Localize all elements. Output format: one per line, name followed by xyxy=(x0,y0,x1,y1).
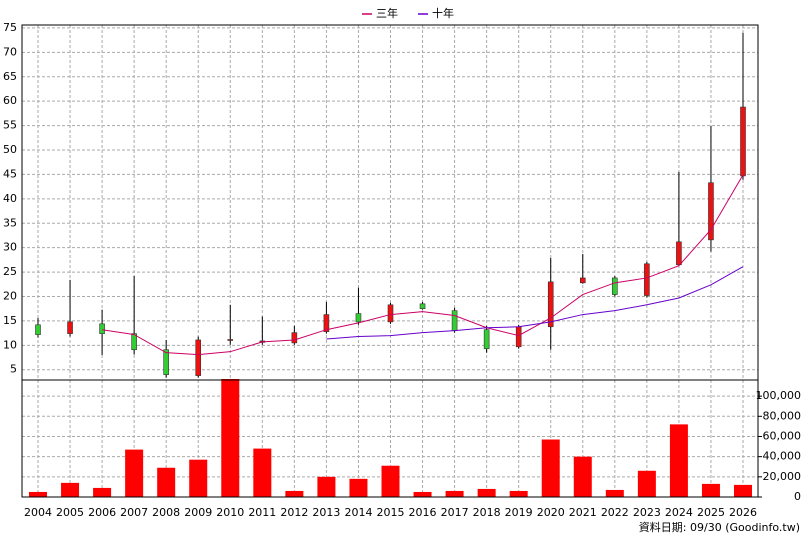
candle-body xyxy=(99,323,105,334)
volume-bar xyxy=(157,467,176,497)
volume-bar xyxy=(253,448,272,497)
x-tick-label: 2021 xyxy=(569,506,597,519)
volume-bar xyxy=(93,487,112,497)
y-tick-label: 35 xyxy=(3,216,17,229)
volume-bar xyxy=(189,459,208,497)
volume-bar xyxy=(381,465,400,497)
candle-body xyxy=(67,321,73,334)
x-tick-label: 2012 xyxy=(280,506,308,519)
x-tick-label: 2022 xyxy=(601,506,629,519)
y2-tick-label: 0 xyxy=(794,490,801,503)
volume-bar xyxy=(29,491,47,497)
x-tick-label: 2010 xyxy=(216,506,244,519)
y2-tick-label: 100,000 xyxy=(756,389,802,402)
x-tick-label: 2018 xyxy=(473,506,501,519)
y-tick-label: 55 xyxy=(3,119,17,132)
y-tick-label: 10 xyxy=(3,338,17,351)
candle-body xyxy=(547,281,554,328)
x-tick-label: 2024 xyxy=(665,506,693,519)
y-tick-label: 60 xyxy=(3,94,17,107)
volume-bar xyxy=(125,449,144,497)
candle-body xyxy=(131,333,137,351)
volume-bar xyxy=(509,490,528,497)
x-tick-label: 2009 xyxy=(184,506,212,519)
y2-tick-label: 60,000 xyxy=(763,429,802,442)
y-tick-label: 45 xyxy=(3,167,17,180)
y-tick-label: 25 xyxy=(3,265,17,278)
candle-body xyxy=(355,313,362,323)
candle-body xyxy=(451,310,458,331)
volume-bar xyxy=(349,478,368,497)
volume-bar xyxy=(285,490,304,497)
candle-body xyxy=(676,241,682,266)
x-tick-label: 2004 xyxy=(24,506,52,519)
y-tick-label: 30 xyxy=(3,241,17,254)
y2-tick-label: 40,000 xyxy=(763,450,802,463)
y-tick-label: 40 xyxy=(3,192,17,205)
y-tick-label: 5 xyxy=(10,363,17,376)
volume-bar xyxy=(701,483,720,497)
candle-body xyxy=(163,349,169,375)
y-tick-label: 75 xyxy=(3,21,17,34)
x-tick-label: 2005 xyxy=(56,506,84,519)
y-tick-label: 50 xyxy=(3,143,17,156)
x-tick-label: 2023 xyxy=(633,506,661,519)
candle-body xyxy=(227,339,234,341)
x-tick-label: 2014 xyxy=(344,506,372,519)
volume-bar xyxy=(605,489,624,497)
y2-tick-label: 20,000 xyxy=(763,470,802,483)
x-tick-label: 2007 xyxy=(120,506,148,519)
x-tick-label: 2015 xyxy=(377,506,405,519)
candle-body xyxy=(387,304,394,323)
volume-bar xyxy=(637,470,656,497)
candle-body xyxy=(323,314,330,332)
x-tick-label: 2013 xyxy=(312,506,340,519)
candle-body xyxy=(195,339,202,376)
candle-body xyxy=(579,277,586,284)
x-tick-label: 2017 xyxy=(441,506,469,519)
x-tick-label: 2026 xyxy=(729,506,757,519)
candle-body xyxy=(708,182,714,241)
candle-body xyxy=(740,106,746,177)
ma-line xyxy=(326,266,744,340)
y2-tick-label: 80,000 xyxy=(763,409,802,422)
candle-body xyxy=(644,263,650,296)
volume-bar xyxy=(61,482,80,497)
volume-bar xyxy=(221,378,240,497)
x-tick-label: 2020 xyxy=(537,506,565,519)
candle-body xyxy=(291,332,298,344)
x-tick-label: 2019 xyxy=(505,506,533,519)
candle-body xyxy=(419,303,426,310)
volume-bar xyxy=(541,439,560,497)
y-tick-label: 20 xyxy=(3,289,17,302)
y-tick-label: 15 xyxy=(3,314,17,327)
x-tick-label: 2008 xyxy=(152,506,180,519)
x-tick-label: 2025 xyxy=(697,506,725,519)
x-tick-label: 2006 xyxy=(88,506,116,519)
x-tick-label: 2011 xyxy=(248,506,276,519)
plot-frame xyxy=(21,24,759,498)
y-tick-label: 70 xyxy=(3,45,17,58)
volume-bar xyxy=(317,476,336,497)
volume-bar xyxy=(477,488,496,497)
volume-bar xyxy=(573,456,592,497)
volume-bar xyxy=(413,491,432,497)
candle-body xyxy=(35,324,41,335)
legend-label: 十年 xyxy=(432,6,454,20)
candle-body xyxy=(515,326,522,348)
volume-bar xyxy=(734,484,752,497)
candle-body xyxy=(483,329,490,350)
volume-bar xyxy=(669,424,688,497)
x-tick-label: 2016 xyxy=(409,506,437,519)
source-note: 資料日期: 09/30 (Goodinfo.tw) xyxy=(639,520,800,534)
candle-body xyxy=(612,277,618,295)
ma-line xyxy=(102,174,744,356)
y-tick-label: 65 xyxy=(3,70,17,83)
legend-label: 三年 xyxy=(376,6,398,20)
volume-bar xyxy=(445,490,464,497)
